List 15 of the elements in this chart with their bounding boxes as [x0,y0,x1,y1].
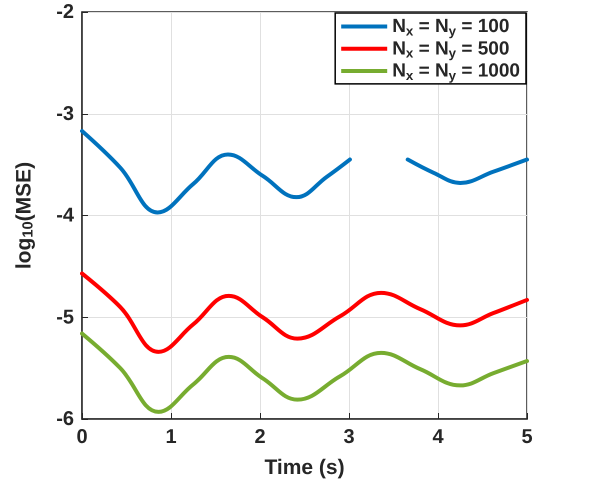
y-tick-label: -6 [56,408,74,430]
y-axis-title: log10(MSE) [12,162,36,270]
y-tick-label: -4 [56,204,75,226]
line-series [80,332,529,414]
y-tick-label: -5 [56,306,74,328]
y-tick-label: -2 [56,1,74,23]
x-tick-label: 3 [343,426,355,448]
x-tick-label: 2 [254,426,266,448]
x-axis-title: Time (s) [264,456,345,479]
x-tick-label: 4 [432,426,444,448]
y-tick-label: -3 [56,102,74,125]
x-tick-label: 1 [165,426,177,448]
x-tick-label: 5 [521,426,533,448]
line-series [80,272,529,354]
x-tick-label: 0 [76,426,88,448]
